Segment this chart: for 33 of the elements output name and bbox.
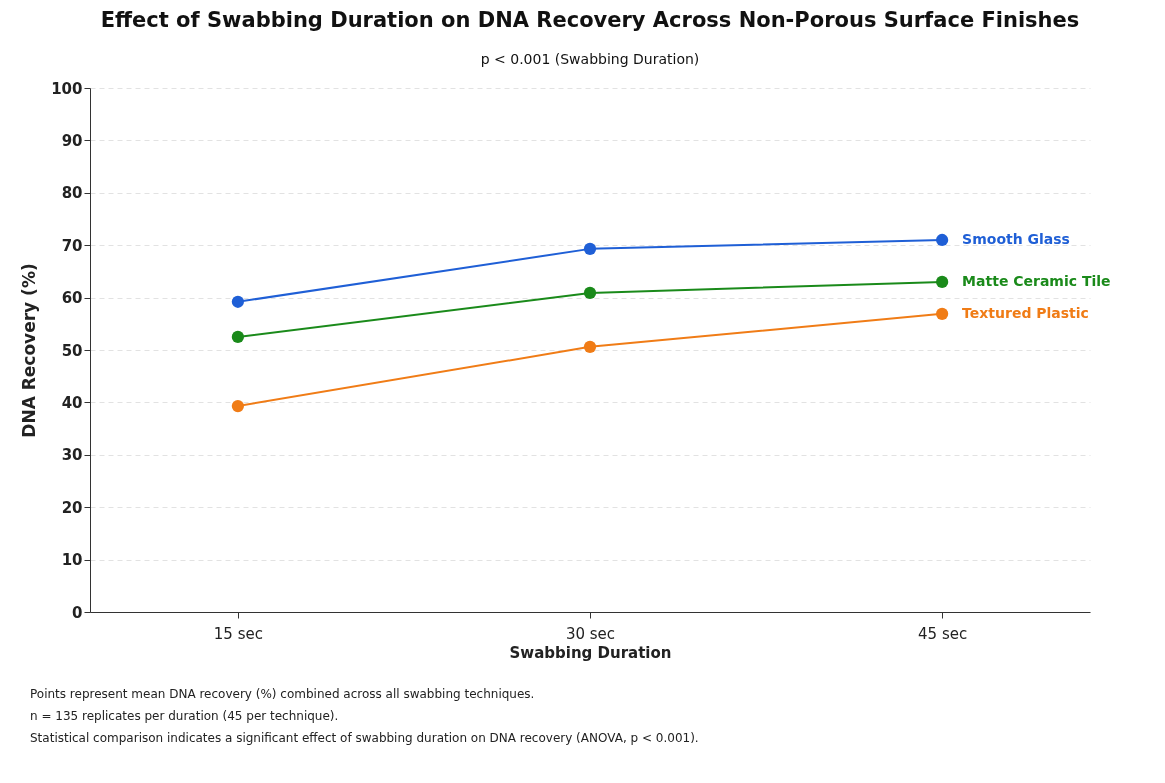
text: Statistical comparison indicates a significant effect of swabbing duration on DNA recovery (ANOVA, p < 0.001). (30, 730, 700, 747)
y-tick-label: 60 (61, 289, 83, 308)
x-tick-label: 15 sec (213, 624, 263, 643)
y-tick-label: 70 (61, 236, 83, 255)
point (583, 286, 597, 299)
x-axis-title: Swabbing Duration (509, 643, 672, 662)
point (231, 330, 245, 344)
series-label: Smooth Glass (962, 230, 1070, 247)
text: n = 135 replicates per duration (45 per technique). (30, 708, 340, 725)
point (935, 275, 949, 288)
series-label: Matte Ceramic Tile (962, 272, 1111, 289)
text: Points represent mean DNA recovery (%) combined across all swabbing techniques. (30, 686, 536, 703)
point (583, 340, 597, 353)
y-tick-label: 0 (72, 603, 83, 622)
chart-subtitle: p < 0.001 (Swabbing Duration) (480, 51, 700, 67)
point (231, 295, 245, 308)
y-tick-label: 90 (61, 131, 83, 150)
y-tick-label: 20 (61, 498, 83, 517)
series-label: Textured Plastic (962, 304, 1089, 321)
x-tick-label: 45 sec (918, 624, 968, 643)
y-tick-label: 100 (51, 79, 83, 98)
point (583, 242, 597, 255)
y-axis-title: DNA Recovery (%) (19, 263, 40, 438)
x-tick-label: 30 sec (565, 624, 616, 643)
point (231, 399, 245, 413)
y-tick-label: 50 (61, 341, 83, 360)
y-tick-label: 10 (61, 551, 83, 570)
y-tick-label: 30 (61, 446, 83, 465)
chart-title: Effect of Swabbing Duration on DNA Recovery Across Non-Porous Surface Finishes (100, 8, 1080, 32)
y-tick-label: 40 (61, 393, 83, 412)
point (935, 307, 949, 320)
point (935, 233, 949, 247)
y-tick-label: 80 (61, 184, 83, 203)
